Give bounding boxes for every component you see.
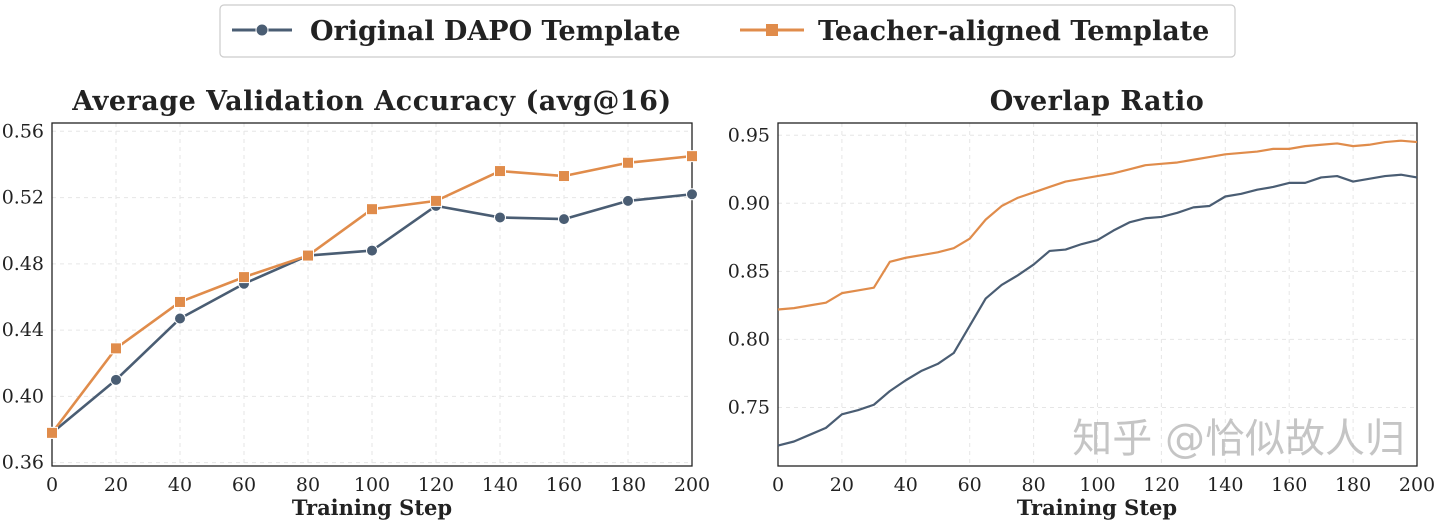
y-tick-label: 0.48 (2, 253, 44, 275)
x-tick-label: 180 (610, 474, 646, 496)
x-tick-label: 40 (168, 474, 192, 496)
accuracy-chart: 0 20 40 60 80 100 120 140 160 180 200 0.36 0.40 0.44 0… (2, 120, 710, 496)
chart-title-overlap: Overlap Ratio (990, 86, 1204, 117)
plot-frame (777, 122, 1418, 467)
data-point-teacher (110, 342, 122, 355)
x-tick-label: 200 (674, 474, 710, 496)
x-tick-label: 80 (296, 474, 320, 496)
series-line-original (777, 173, 1418, 447)
overlap-chart: 0 20 40 60 80 100 120 140 160 180 200 0.75 0.80 0.85 0… (728, 122, 1435, 496)
data-point-teacher (238, 271, 250, 284)
x-tick-label: 160 (546, 474, 582, 496)
x-tick-label: 60 (232, 474, 256, 496)
legend: Original DAPO Template Teacher-aligned T… (219, 4, 1236, 58)
y-tick-label: 0.56 (2, 120, 44, 142)
data-point-original (494, 211, 506, 224)
legend-marker-circle (255, 23, 269, 37)
legend-label-teacher: Teacher-aligned Template (818, 16, 1209, 47)
x-tick-label: 120 (1143, 474, 1179, 496)
x-tick-label: 40 (894, 474, 918, 496)
x-tick-label: 60 (958, 474, 982, 496)
x-axis-label-accuracy: Training Step (292, 495, 452, 520)
x-axis-label-overlap: Training Step (1017, 495, 1177, 520)
y-tick-label: 0.90 (728, 192, 770, 214)
watermark: 知乎 @恰似故人归 (1072, 416, 1405, 462)
x-tick-label: 140 (482, 474, 518, 496)
legend-label-original: Original DAPO Template (310, 16, 681, 47)
x-tick-label: 20 (830, 474, 854, 496)
data-point-teacher (46, 426, 58, 439)
chart-title-accuracy: Average Validation Accuracy (avg@16) (71, 86, 671, 117)
y-tick-label: 0.85 (728, 260, 770, 282)
data-point-teacher (686, 150, 698, 163)
x-tick-label: 100 (354, 474, 390, 496)
data-point-original (366, 244, 378, 257)
series-line-teacher (777, 139, 1418, 311)
data-point-teacher (366, 203, 378, 216)
x-tick-label: 0 (46, 474, 58, 496)
data-point-original (558, 213, 570, 226)
y-tick-label: 0.36 (2, 452, 44, 474)
y-tick-label: 0.44 (2, 319, 44, 341)
data-point-teacher (558, 170, 570, 183)
data-point-teacher (302, 249, 314, 262)
y-tick-label: 0.80 (728, 328, 770, 350)
x-tick-label: 200 (1399, 474, 1435, 496)
data-point-original (622, 194, 634, 207)
data-point-teacher (430, 194, 442, 207)
x-tick-label: 20 (104, 474, 128, 496)
x-tick-label: 0 (772, 474, 784, 496)
legend-marker-square (766, 24, 778, 36)
plot-frame (51, 122, 693, 467)
x-tick-label: 160 (1271, 474, 1307, 496)
data-point-original (110, 373, 122, 386)
y-tick-label: 0.40 (2, 385, 44, 407)
data-point-teacher (494, 165, 506, 178)
data-point-original (686, 188, 698, 201)
y-tick-label: 0.52 (2, 187, 44, 209)
y-tick-label: 0.95 (728, 124, 770, 146)
data-point-original (174, 312, 186, 325)
data-point-teacher (622, 156, 634, 169)
x-tick-label: 100 (1079, 474, 1115, 496)
x-tick-label: 180 (1335, 474, 1371, 496)
x-tick-label: 120 (418, 474, 454, 496)
x-tick-label: 80 (1022, 474, 1046, 496)
x-tick-label: 140 (1207, 474, 1243, 496)
y-tick-label: 0.75 (728, 396, 770, 418)
data-point-teacher (174, 295, 186, 308)
legend-box (219, 4, 1236, 58)
